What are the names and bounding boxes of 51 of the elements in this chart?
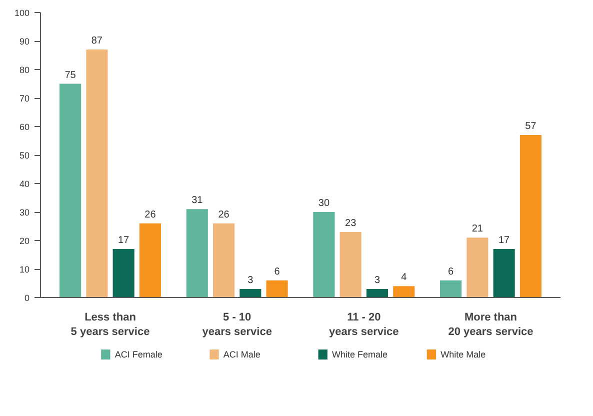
y-tick-label: 30 xyxy=(19,208,30,218)
data-label: 3 xyxy=(374,274,380,286)
data-label: 75 xyxy=(64,70,76,81)
data-label: 17 xyxy=(498,235,510,246)
bar xyxy=(112,249,134,298)
y-tick-label: 90 xyxy=(19,36,30,46)
data-label: 30 xyxy=(318,198,330,209)
bar xyxy=(313,212,335,298)
y-tick-label: 0 xyxy=(24,293,30,303)
y-tick-label: 10 xyxy=(19,264,30,274)
bar xyxy=(212,223,235,298)
legend-label: White Female xyxy=(332,350,388,360)
x-tick-label: 5 - 10 years service xyxy=(202,312,272,338)
bar xyxy=(186,209,208,298)
data-label: 6 xyxy=(448,266,454,278)
data-label: 4 xyxy=(401,272,408,284)
data-label: 23 xyxy=(345,218,357,229)
y-tick-label: 80 xyxy=(19,65,30,75)
bar xyxy=(60,84,82,298)
x-tick-label: Less than 5 years service xyxy=(70,312,150,338)
data-label: 87 xyxy=(91,36,103,47)
y-tick-label: 100 xyxy=(14,8,30,18)
data-label: 21 xyxy=(472,224,484,235)
legend-label: ACI Male xyxy=(223,350,260,360)
y-tick-label: 40 xyxy=(19,179,30,189)
bar xyxy=(520,135,542,298)
y-tick-label: 70 xyxy=(19,94,30,104)
bar xyxy=(366,288,388,298)
bar xyxy=(139,223,161,298)
legend-label: ACI Female xyxy=(114,350,162,360)
data-label: 3 xyxy=(248,274,254,286)
y-tick-label: 20 xyxy=(19,236,30,246)
data-label: 31 xyxy=(192,195,204,206)
bar xyxy=(340,232,362,298)
x-tick-label: More than 20 years service xyxy=(448,312,534,338)
bar xyxy=(86,50,108,298)
bar xyxy=(393,286,415,298)
bar xyxy=(240,288,262,298)
x-tick-label: 11 - 20 years service xyxy=(329,312,399,338)
bar xyxy=(266,280,288,298)
data-label: 6 xyxy=(274,266,280,278)
data-label: 17 xyxy=(118,235,130,246)
y-tick-label: 50 xyxy=(19,150,30,160)
legend-label: White Male xyxy=(440,350,486,360)
bar xyxy=(466,238,488,298)
data-label: 26 xyxy=(144,209,156,220)
data-label: 26 xyxy=(218,209,230,220)
data-label: 57 xyxy=(525,121,537,132)
y-tick-label: 60 xyxy=(19,122,30,132)
bar xyxy=(440,280,462,298)
bar xyxy=(493,249,515,298)
